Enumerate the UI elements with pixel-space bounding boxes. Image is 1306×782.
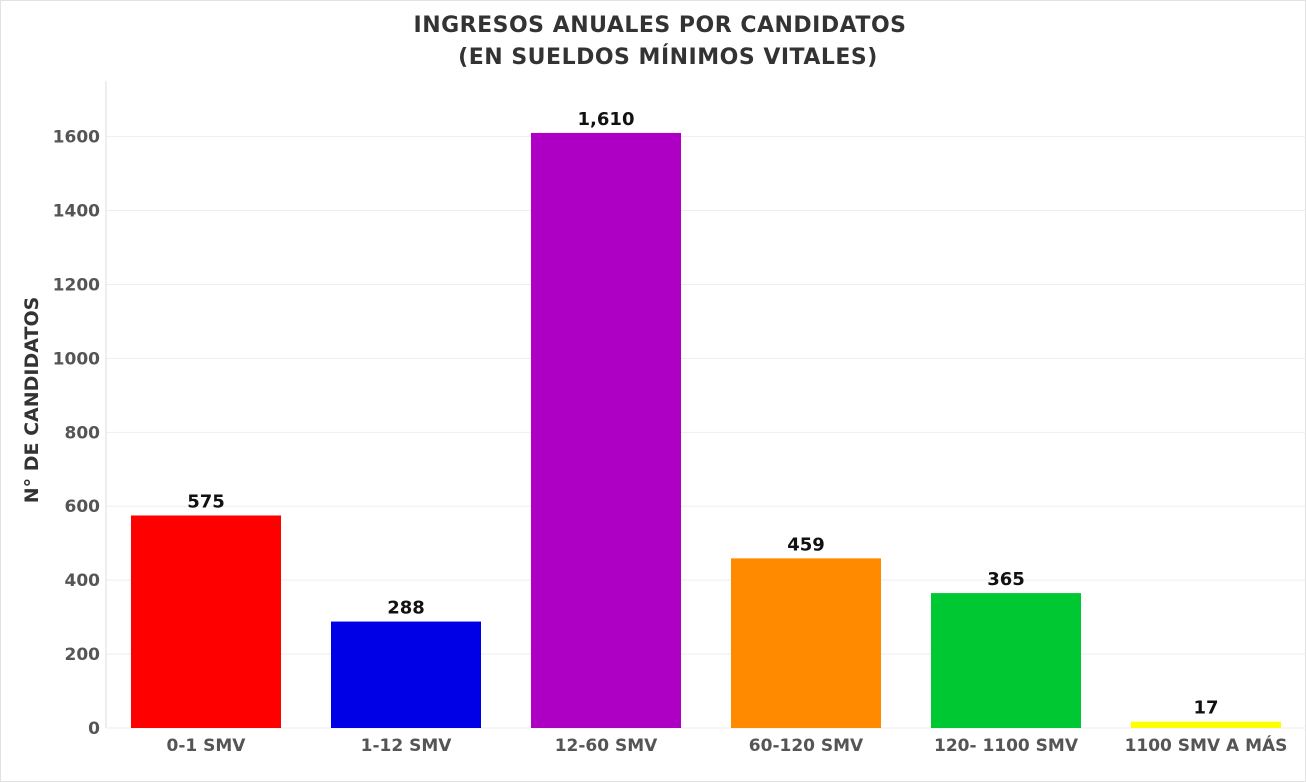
y-tick-label: 400: [65, 571, 101, 591]
gridlines: [106, 136, 1306, 729]
x-tick-label: 0-1 SMV: [167, 736, 247, 756]
x-tick-label: 60-120 SMV: [749, 736, 864, 756]
bar: [331, 621, 481, 728]
x-axis-ticks: 0-1 SMV 1-12 SMV 12-60 SMV 60-120 SMV 120- 1…: [167, 734, 1288, 756]
bar: [131, 515, 281, 728]
y-tick-label: 200: [65, 645, 101, 665]
y-axis-label: N° DE CANDIDATOS: [21, 297, 43, 504]
bar: [1131, 721, 1281, 728]
data-label: 575: [187, 491, 225, 512]
y-axis-ticks: 0 200 400 600 800 1000 1200 1400 1600: [53, 128, 100, 739]
bar: [531, 132, 681, 729]
value-labels: 575 288 1,610 459 365 17: [187, 109, 1218, 719]
bar: [931, 593, 1081, 728]
y-tick-label: 1200: [53, 275, 100, 295]
x-tick-label: 120- 1100 SMV: [934, 736, 1079, 756]
y-tick-label: 0: [88, 719, 100, 739]
data-label: 288: [387, 598, 425, 619]
data-label: 17: [1193, 698, 1218, 719]
x-tick-label: 1-12 SMV: [361, 736, 453, 756]
x-tick-label: 1100 SMV A MÁS: [1125, 734, 1288, 756]
y-tick-label: 1600: [53, 128, 100, 148]
y-tick-label: 600: [65, 497, 101, 517]
y-tick-label: 1000: [53, 349, 100, 369]
data-label: 1,610: [578, 109, 635, 130]
x-tick-label: 12-60 SMV: [555, 736, 658, 756]
data-label: 365: [987, 569, 1025, 590]
y-tick-label: 1400: [53, 202, 100, 222]
bar: [731, 558, 881, 728]
bars: [131, 132, 1281, 729]
chart-title: INGRESOS ANUALES POR CANDIDATOS: [414, 13, 907, 38]
chart-subtitle: (EN SUELDOS MÍNIMOS VITALES): [458, 44, 878, 70]
y-tick-label: 800: [65, 423, 101, 443]
data-label: 459: [787, 534, 825, 555]
